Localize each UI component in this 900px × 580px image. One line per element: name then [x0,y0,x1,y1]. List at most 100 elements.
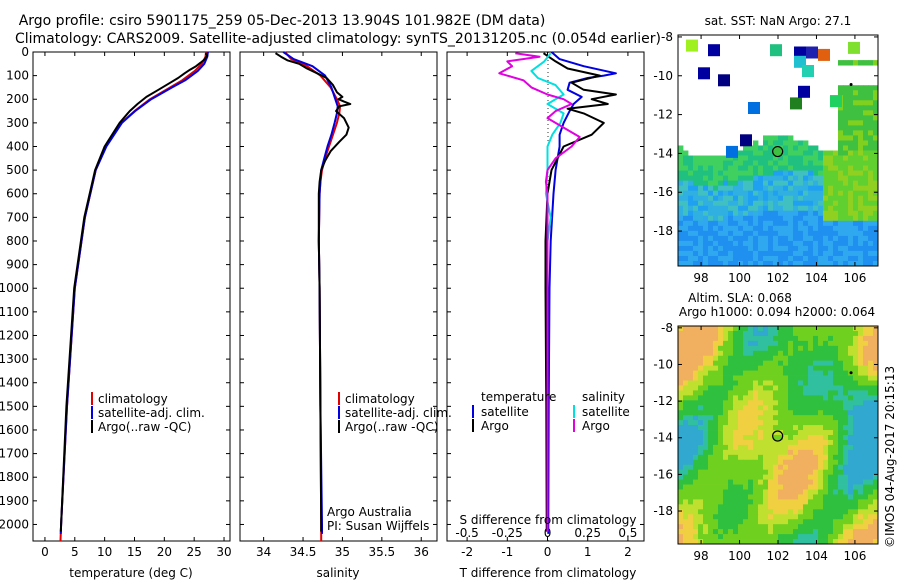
heatmap-cell [738,220,744,227]
heatmap-cell [753,250,759,257]
heatmap-cell [678,529,684,535]
heatmap-cell [678,439,684,446]
heatmap-cell [808,245,814,252]
heatmap-cell [713,340,719,347]
heatmap-cell [683,230,689,237]
heatmap-cell [743,220,749,227]
heatmap-cell [823,326,829,332]
heatmap-cell [768,190,774,197]
heatmap-cell [703,435,709,441]
heatmap-cell [808,345,814,352]
heatmap-cell [823,395,829,401]
heatmap-cell [813,529,819,535]
heatmap-cell [843,145,849,151]
heatmap-cell [733,250,739,257]
heatmap-cell [848,95,854,101]
heatmap-cell [773,494,779,500]
heatmap-cell [848,245,854,252]
heatmap-cell [778,469,784,476]
heatmap-cell [688,326,694,332]
heatmap-cell [708,355,714,362]
heatmap-cell [683,504,689,510]
heatmap-cell [783,155,789,161]
heatmap-cell [703,534,709,540]
heatmap-cell [818,534,824,540]
heatmap-cell [703,459,709,466]
y-tick-label: -14 [653,146,673,160]
x-tick-label: 104 [805,549,828,563]
heatmap-cell [683,335,689,342]
heatmap-cell [758,504,764,510]
heatmap-cell [738,539,744,545]
heatmap-cell [748,395,754,401]
heatmap-cell [748,524,754,530]
heatmap-cell [703,484,709,490]
heatmap-cell [823,365,829,371]
heatmap-cell [733,439,739,446]
heatmap-cell [783,140,789,146]
heatmap-cell [708,330,714,337]
heatmap-cell [778,140,784,146]
series-line-argo-raw-qc- [274,52,352,532]
heatmap-cell [843,90,849,96]
heatmap-cell [863,494,869,500]
heatmap-cell [733,355,739,362]
heatmap-cell [868,405,874,411]
heatmap-cell [833,335,839,342]
heatmap-cell [783,469,789,476]
sst-heatmap [678,39,879,267]
heatmap-cell [863,435,869,441]
heatmap-cell [683,435,689,441]
heatmap-cell [868,125,874,131]
heatmap-cell [743,454,749,461]
heatmap-cell [843,130,849,136]
heatmap-cell [813,155,819,161]
heatmap-cell [728,215,734,222]
heatmap-cell [838,509,844,515]
heatmap-cell [858,230,864,237]
heatmap-cell [798,345,804,352]
heatmap-cell [683,340,689,347]
heatmap-cell [753,175,759,182]
heatmap-cell [718,499,724,505]
heatmap-cell [733,474,739,480]
heatmap-cell [833,534,839,540]
sst-patch [848,41,860,54]
heatmap-cell [853,105,859,111]
heatmap-cell [703,489,709,495]
heatmap-cell [803,454,809,461]
heatmap-cell [738,340,744,347]
heatmap-cell [688,494,694,500]
heatmap-cell [683,200,689,207]
heatmap-cell [853,539,859,545]
heatmap-cell [753,360,759,367]
heatmap-cell [798,380,804,386]
heatmap-cell [738,390,744,396]
legend-salinity-title: salinity [582,390,625,404]
heatmap-cell [793,225,799,232]
heatmap-cell [763,355,769,362]
heatmap-cell [868,225,874,232]
heatmap-cell [693,425,699,431]
heatmap-cell [748,479,754,485]
heatmap-cell [793,425,799,431]
heatmap-cell [868,345,874,352]
heatmap-cell [838,370,844,376]
heatmap-cell [688,400,694,406]
legend-climatology: climatology [98,392,168,406]
heatmap-cell [743,185,749,192]
heatmap-cell [863,459,869,466]
heatmap-cell [703,380,709,386]
heatmap-cell [768,145,774,151]
heatmap-cell [798,420,804,426]
heatmap-cell [768,514,774,520]
heatmap-cell [818,464,824,471]
heatmap-cell [863,509,869,515]
heatmap-cell [833,459,839,466]
heatmap-cell [728,385,734,391]
heatmap-cell [808,449,814,456]
heatmap-cell [723,170,729,177]
heatmap-cell [763,240,769,247]
heatmap-cell [693,240,699,247]
heatmap-cell [863,220,869,227]
